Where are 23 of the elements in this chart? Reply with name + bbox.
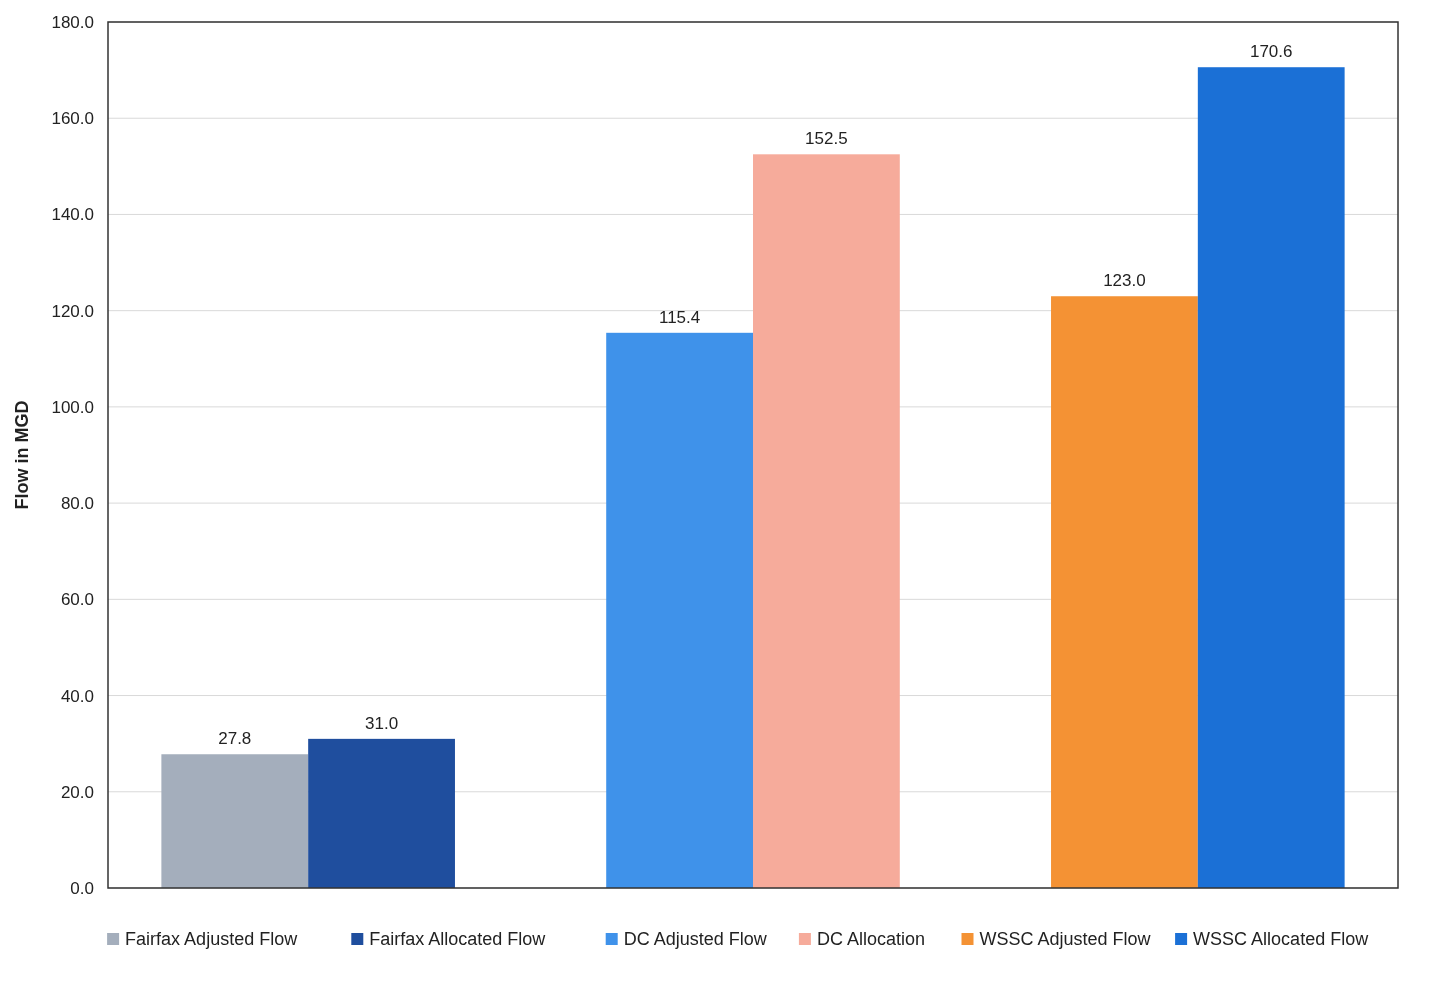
y-tick-label: 20.0: [60, 782, 94, 802]
y-tick-label: 100.0: [51, 397, 94, 417]
legend-label: DC Allocation: [816, 929, 925, 950]
legend-label: WSSC Adjusted Flow: [979, 929, 1152, 950]
data-label: 170.6: [1249, 42, 1293, 62]
y-tick-label: 0.0: [70, 878, 94, 898]
y-tick-label: 160.0: [51, 109, 94, 129]
legend-label: Fairfax Allocated Flow: [369, 929, 547, 950]
data-label: 31.0: [365, 713, 399, 733]
legend-label: WSSC Allocated Flow: [1193, 929, 1370, 950]
y-tick-label: 140.0: [51, 205, 94, 225]
y-tick-label: 180.0: [51, 12, 94, 32]
data-label: 152.5: [805, 129, 848, 149]
y-tick-label: 120.0: [51, 301, 94, 321]
data-label: 115.4: [658, 307, 701, 327]
y-tick-label: 60.0: [60, 590, 94, 610]
y-tick-label: 40.0: [60, 686, 94, 706]
data-label: 123.0: [1103, 271, 1146, 291]
legend-label: DC Adjusted Flow: [623, 929, 768, 950]
y-axis-title: Flow in MGD: [12, 400, 32, 510]
data-label: 27.8: [218, 729, 252, 749]
legend-label: Fairfax Adjusted Flow: [125, 929, 299, 950]
y-tick-label: 80.0: [60, 494, 94, 514]
